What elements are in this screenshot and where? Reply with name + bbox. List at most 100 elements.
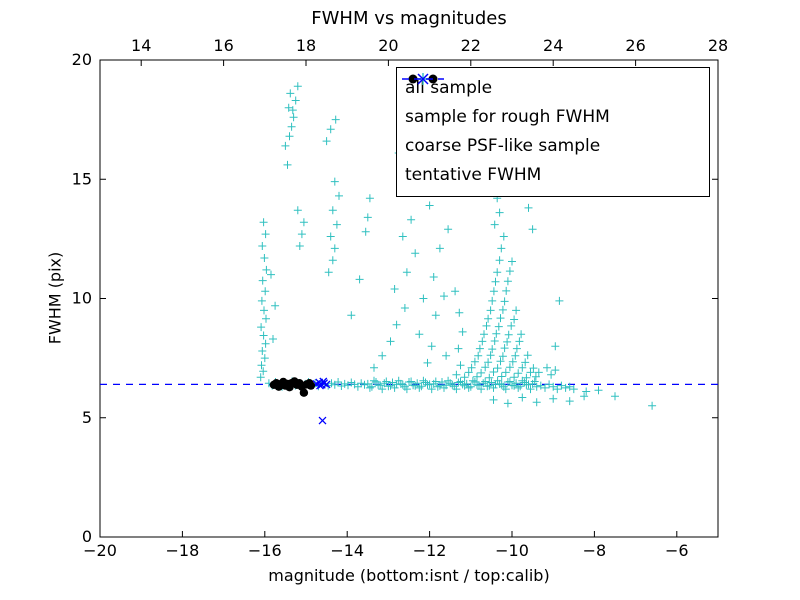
scatter-point-plus	[435, 244, 444, 253]
scatter-point-plus	[482, 321, 491, 330]
scatter-point-plus	[505, 363, 514, 372]
scatter-point-plus	[293, 82, 302, 91]
x-tick-label-top: 16	[213, 36, 233, 55]
scatter-point-plus	[481, 377, 490, 386]
scatter-point-plus	[518, 363, 527, 372]
scatter-point-plus	[390, 285, 399, 293]
scatter-point-plus	[547, 370, 556, 379]
scatter-point-plus	[258, 242, 267, 250]
scatter-point-plus	[360, 380, 369, 389]
scatter-point-plus	[448, 380, 457, 389]
scatter-point-dot	[299, 388, 309, 397]
scatter-point-plus	[497, 380, 506, 389]
scatter-point-plus	[486, 306, 495, 315]
scatter-point-plus	[419, 294, 428, 303]
scatter-point-plus	[258, 347, 267, 355]
scatter-point-plus	[485, 381, 494, 390]
scatter-point-plus	[374, 380, 383, 389]
scatter-point-plus	[492, 329, 501, 338]
scatter-point-plus	[501, 385, 510, 394]
scatter-point-plus	[456, 361, 465, 370]
scatter-point-plus	[378, 351, 387, 360]
scatter-point-plus	[326, 125, 335, 134]
scatter-point-plus	[511, 351, 520, 360]
scatter-point-plus	[495, 208, 504, 217]
legend-entry-rough-fwhm: sample for rough FWHM	[405, 73, 701, 132]
scatter-point-plus	[363, 213, 372, 222]
scatter-point-plus	[402, 268, 411, 277]
scatter-point-x	[319, 377, 328, 386]
scatter-point-plus	[427, 385, 436, 394]
scatter-point-plus	[510, 373, 519, 382]
x-tick-label-bottom: −8	[583, 541, 607, 560]
scatter-point-plus	[415, 330, 424, 339]
scatter-point-plus	[508, 357, 517, 366]
scatter-point-plus	[256, 373, 265, 382]
scatter-point-plus	[512, 344, 521, 353]
scatter-point-plus	[291, 96, 300, 105]
scatter-point-plus	[543, 363, 551, 372]
scatter-point-plus	[490, 337, 499, 345]
scatter-point-plus	[367, 382, 376, 391]
scatter-point-plus	[297, 230, 306, 239]
scatter-point-plus	[293, 206, 302, 215]
x-tick-label-bottom: −16	[248, 541, 282, 560]
x-tick-label-bottom: −14	[330, 541, 364, 560]
scatter-point-x	[318, 416, 327, 425]
scatter-point-plus	[490, 220, 499, 229]
legend-label: tentative FWHM	[405, 165, 542, 185]
scatter-point-plus	[500, 297, 509, 306]
scatter-point-plus	[594, 386, 603, 395]
scatter-point-plus	[498, 305, 507, 314]
scatter-point-plus	[427, 342, 436, 351]
scatter-point-plus	[526, 385, 535, 394]
scatter-point-plus	[283, 160, 292, 169]
legend-marker-dashed-line-icon	[402, 78, 444, 80]
x-tick-label-bottom: −20	[83, 541, 117, 560]
legend-entry-psf-sample: coarse PSF-like sample	[405, 74, 701, 161]
scatter-point-plus	[496, 314, 505, 323]
scatter-point-plus	[460, 381, 469, 390]
scatter-point-plus	[411, 381, 420, 390]
scatter-point-plus	[522, 373, 531, 382]
scatter-point-plus	[502, 286, 511, 295]
scatter-point-plus	[259, 367, 268, 376]
scatter-point-plus	[394, 376, 403, 385]
scatter-point-plus	[553, 385, 562, 394]
scatter-point-plus	[257, 361, 266, 370]
scatter-point-plus	[357, 379, 366, 388]
scatter-point-plus	[452, 370, 461, 379]
scatter-point-plus	[261, 339, 270, 348]
scatter-point-plus	[419, 376, 428, 385]
scatter-point-plus	[451, 287, 460, 296]
scatter-point-plus	[518, 393, 527, 402]
scatter-point-plus	[480, 330, 488, 339]
scatter-point-plus	[497, 372, 506, 381]
scatter-point-plus	[299, 218, 308, 227]
scatter-point-plus	[380, 379, 389, 388]
scatter-point-plus	[286, 89, 295, 98]
scatter-point-plus	[514, 369, 523, 378]
scatter-point-plus	[503, 399, 512, 408]
scatter-point-plus	[580, 392, 589, 401]
scatter-point-plus	[518, 376, 527, 385]
scatter-point-plus	[382, 377, 391, 386]
scatter-point-plus	[477, 385, 486, 394]
scatter-point-plus	[260, 254, 269, 262]
scatter-point-plus	[478, 337, 487, 346]
scatter-point-plus	[489, 395, 498, 404]
scatter-point-plus	[495, 256, 504, 265]
scatter-point-plus	[400, 304, 409, 312]
scatter-point-plus	[398, 232, 407, 241]
scatter-point-plus	[549, 394, 558, 403]
x-tick-label-top: 20	[378, 36, 398, 55]
scatter-point-plus	[347, 378, 356, 387]
scatter-point-plus	[407, 377, 416, 386]
scatter-point-plus	[455, 308, 464, 317]
scatter-point-plus	[257, 296, 266, 305]
scatter-point-plus	[611, 392, 619, 401]
scatter-point-plus	[479, 379, 488, 388]
scatter-point-plus	[531, 372, 540, 381]
scatter-point-plus	[456, 377, 465, 386]
